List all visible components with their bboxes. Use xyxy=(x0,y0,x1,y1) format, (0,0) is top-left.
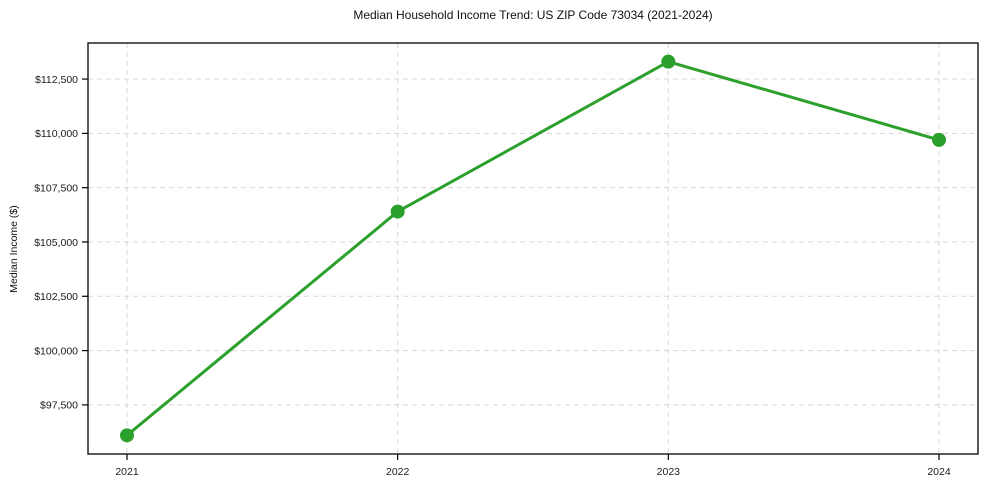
y-tick-label: $100,000 xyxy=(34,345,78,357)
x-tick-label: 2023 xyxy=(657,466,681,478)
chart-title: Median Household Income Trend: US ZIP Co… xyxy=(353,8,713,22)
plot-border xyxy=(87,42,979,455)
y-tick-label: $105,000 xyxy=(34,237,78,249)
data-point-2021 xyxy=(120,428,134,443)
y-tick-label: $102,500 xyxy=(34,291,78,303)
y-tick-label: $107,500 xyxy=(34,182,78,194)
trend-line xyxy=(125,60,941,437)
data-point-2022 xyxy=(390,204,405,219)
x-tick-label: 2022 xyxy=(386,466,410,478)
y-tick-label: $112,500 xyxy=(35,74,78,86)
y-tick-label: $110,000 xyxy=(35,128,78,140)
x-tick-label: 2021 xyxy=(115,466,139,478)
x-tick-label: 2024 xyxy=(927,466,951,478)
data-point-2024 xyxy=(932,132,946,147)
data-point-2023 xyxy=(661,54,676,69)
y-tick-label: $97,500 xyxy=(40,400,78,412)
